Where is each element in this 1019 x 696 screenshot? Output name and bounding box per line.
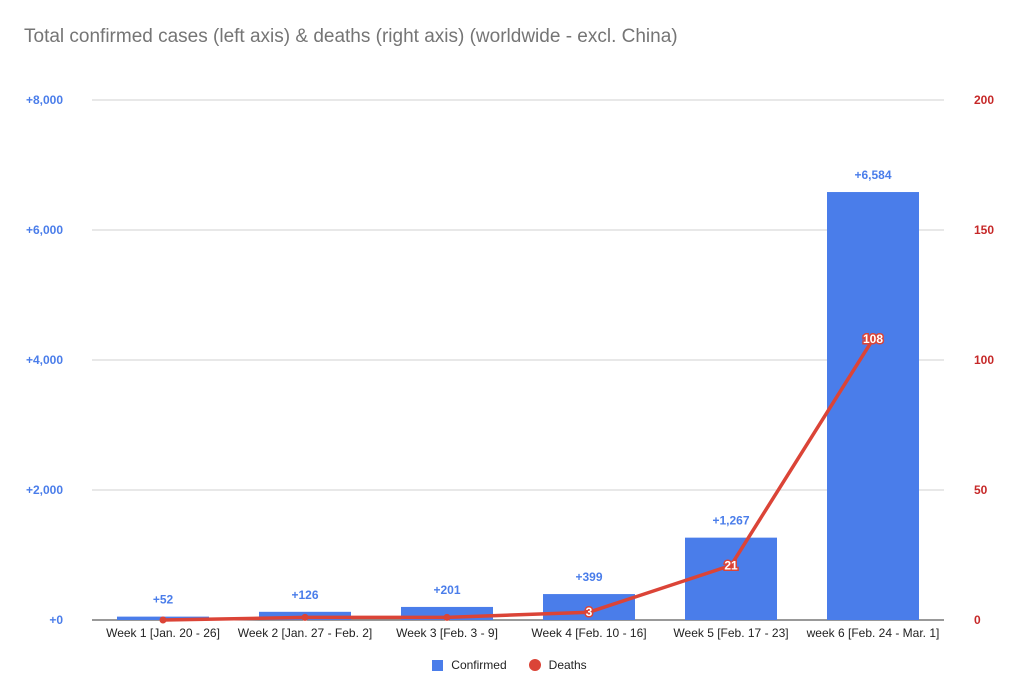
bar-data-label: +201 [433, 583, 460, 597]
x-tick-label: Week 4 [Feb. 10 - 16] [531, 626, 646, 640]
bar-data-label: +126 [291, 588, 318, 602]
bar-confirmed [685, 537, 777, 620]
point-deaths [301, 613, 309, 621]
y-right-tick-label: 0 [974, 613, 981, 627]
chart-title: Total confirmed cases (left axis) & deat… [24, 26, 678, 47]
x-tick-label: Week 5 [Feb. 17 - 23] [673, 626, 788, 640]
y-right-tick-label: 150 [974, 223, 994, 237]
y-left-tick-label: +0 [49, 613, 63, 627]
line-deaths [161, 337, 875, 622]
line-data-label: 21 [724, 558, 738, 572]
legend-label-deaths: Deaths [548, 658, 587, 672]
y-left-tick-label: +2,000 [26, 483, 63, 497]
y-right-tick-label: 100 [974, 353, 994, 367]
bar-confirmed [827, 192, 919, 621]
bar-data-label: +6,584 [854, 168, 891, 182]
bar-data-label: +399 [575, 570, 602, 584]
y-left-tick-label: +4,000 [26, 353, 63, 367]
bar-data-label: +52 [153, 593, 174, 607]
bar-data-label: +1,267 [712, 514, 749, 528]
legend-swatch-deaths [528, 659, 541, 671]
line-data-label: 108 [863, 332, 883, 346]
x-tick-label: week 6 [Feb. 24 - Mar. 1] [806, 626, 940, 640]
legend-label-confirmed: Confirmed [451, 658, 507, 672]
legend-swatch-confirmed [432, 659, 444, 671]
y-right-tick-label: 200 [974, 93, 994, 107]
legend-item-confirmed[interactable]: Confirmed [432, 658, 507, 672]
point-deaths [727, 561, 735, 569]
x-tick-label: Week 2 [Jan. 27 - Feb. 2] [238, 626, 373, 640]
x-tick-label: Week 1 [Jan. 20 - 26] [106, 626, 220, 640]
legend-item-deaths[interactable]: Deaths [528, 658, 587, 672]
y-right-tick-label: 50 [974, 483, 988, 497]
point-deaths [443, 613, 451, 621]
line-data-label: 3 [586, 605, 593, 619]
chart-plot: +0 +2,000 +4,000 +6,000 +8,000 0 50 100 150 200 +5… [26, 93, 994, 640]
x-tick-label: Week 3 [Feb. 3 - 9] [396, 626, 498, 640]
y-left-tick-label: +8,000 [26, 93, 63, 107]
chart-legend: Confirmed Deaths [0, 658, 1019, 672]
y-left-tick-label: +6,000 [26, 223, 63, 237]
point-deaths [585, 608, 593, 616]
point-deaths [869, 335, 877, 343]
point-deaths [159, 616, 167, 624]
